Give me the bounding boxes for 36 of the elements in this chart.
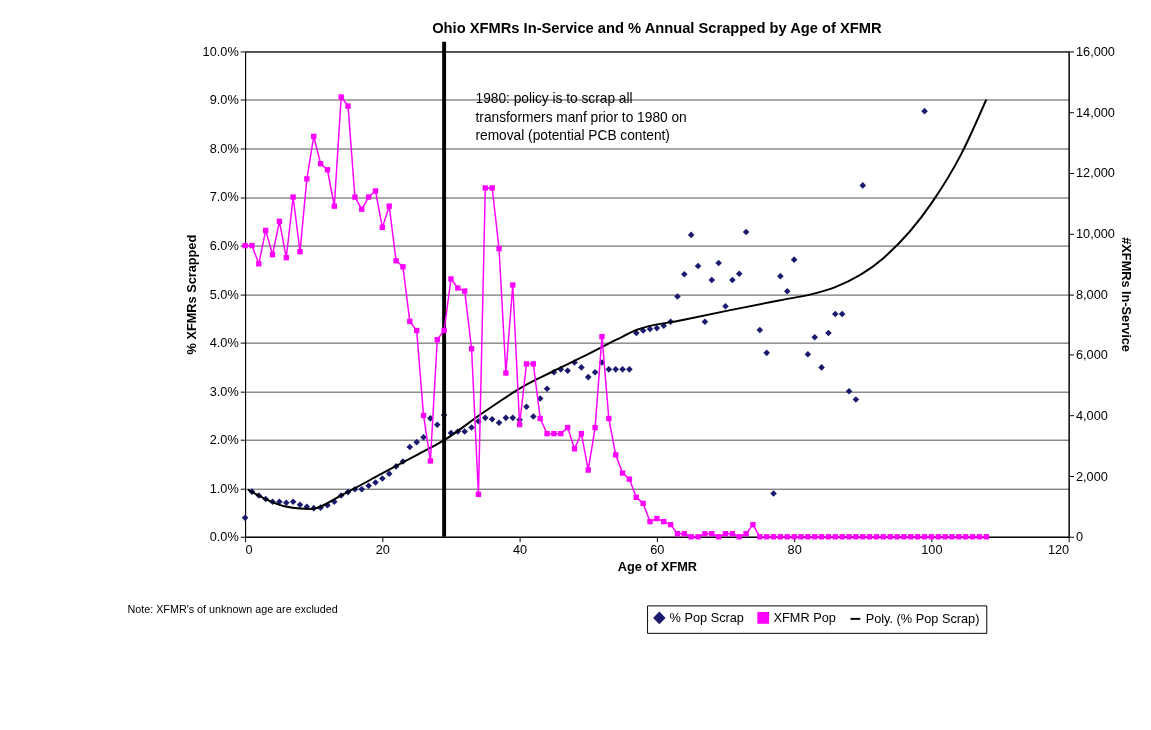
x-tick-label: 0 — [245, 541, 253, 557]
text: Note: XFMR's of unknown age are excluded — [127, 603, 338, 616]
y-tick-label: 3.0% — [209, 383, 239, 399]
y-tick-label: 1.0% — [209, 480, 239, 496]
x-tick-label: 40 — [513, 541, 528, 557]
x-tick-label: 60 — [650, 541, 665, 557]
y-tick-label: 0.0% — [209, 529, 239, 545]
y-axis-title: % XFMRs Scrapped — [183, 234, 199, 355]
x-tick-label: 100 — [921, 541, 943, 557]
y2-tick-label: 4,000 — [1076, 407, 1108, 423]
y2-tick-label: 8,000 — [1076, 286, 1108, 302]
y2-tick-label: 0 — [1076, 529, 1084, 545]
chart-title: Ohio XFMRs In-Service and % Annual Scrapped by Age of XFMR — [432, 19, 882, 36]
y-tick-label: 2.0% — [209, 432, 239, 448]
legend-label: XFMR Pop — [773, 609, 836, 625]
y-tick-label: 10.0% — [202, 43, 239, 59]
y2-tick-label: 16,000 — [1076, 43, 1115, 59]
y2-tick-label: 6,000 — [1076, 347, 1108, 363]
y-tick-label: 8.0% — [209, 140, 239, 156]
y-tick-label: 6.0% — [209, 238, 239, 253]
y2-tick-label: 10,000 — [1076, 225, 1115, 241]
y-tick-label: 4.0% — [209, 335, 239, 351]
y-tick-label: 5.0% — [209, 286, 239, 302]
y2-tick-label: 12,000 — [1076, 165, 1115, 181]
legend-label: % Pop Scrap — [669, 609, 744, 625]
y2-tick-label: 14,000 — [1076, 104, 1115, 120]
y-tick-label: 7.0% — [209, 189, 239, 205]
annotation: 1980: policy is to scrap all transformers manf prior to 1980 on removal (potential PCB content) — [475, 90, 687, 144]
x-tick-label: 80 — [787, 541, 802, 557]
x-tick-label: 20 — [375, 541, 390, 557]
x-tick-label: 120 — [1047, 541, 1070, 557]
y-tick-label: 9.0% — [209, 92, 239, 108]
x-axis-title: Age of XFMR — [617, 558, 697, 574]
legend-label: Poly. (% Pop Scrap) — [865, 610, 980, 626]
y2-axis-title: #XFMRs In-Service — [1118, 237, 1134, 352]
y2-tick-label: 2,000 — [1076, 468, 1108, 484]
